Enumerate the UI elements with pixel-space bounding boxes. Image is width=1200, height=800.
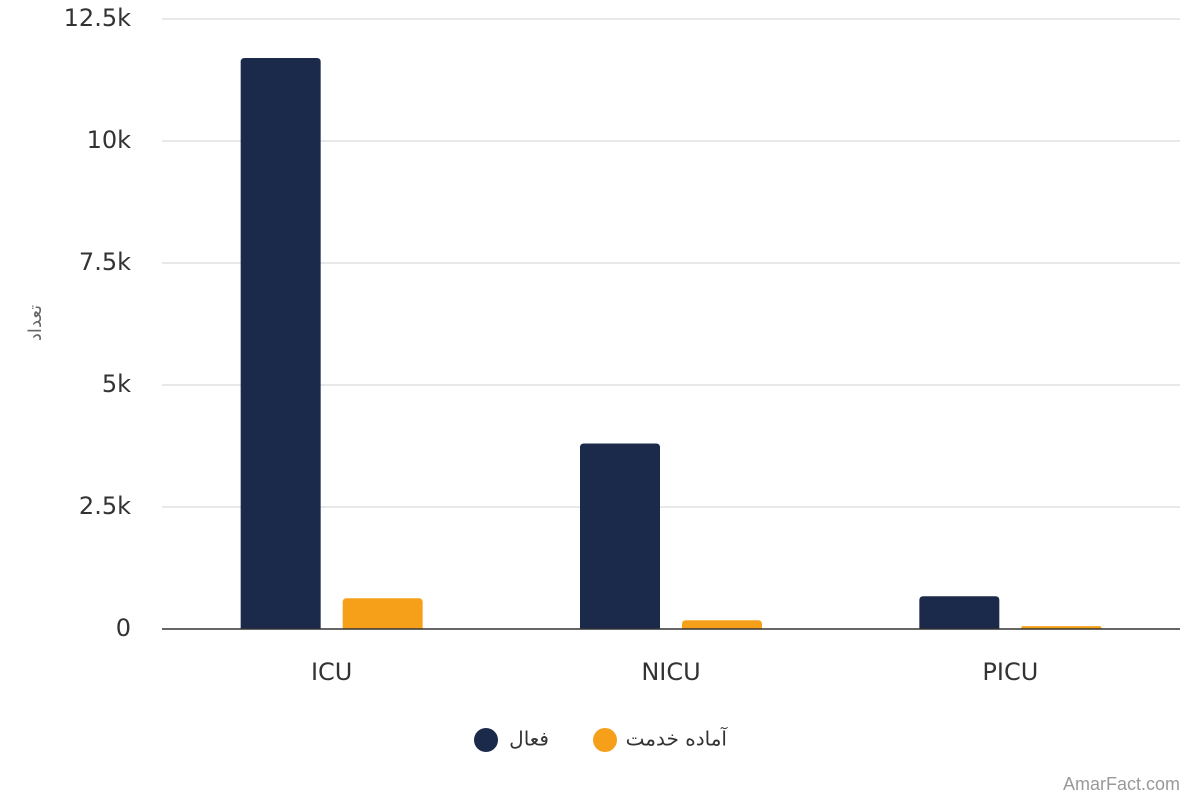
bar-icu-series-1[interactable] bbox=[240, 58, 321, 630]
x-tick-label: NICU bbox=[641, 658, 700, 686]
legend-label: آماده خدمت bbox=[626, 726, 729, 751]
y-tick-label: 5k bbox=[102, 370, 131, 398]
y-tick-label: 12.5k bbox=[64, 4, 131, 32]
y-tick-label: 0 bbox=[116, 614, 131, 642]
legend-marker bbox=[474, 728, 498, 752]
bar-icu-series-2[interactable] bbox=[342, 598, 423, 629]
x-axis-ticks: ICU NICU PICU bbox=[311, 658, 1038, 686]
bar-picu-series-1[interactable] bbox=[919, 596, 1000, 629]
bar-nicu-series-1[interactable] bbox=[580, 443, 660, 629]
bars bbox=[240, 58, 1102, 630]
y-axis-label: تعداد bbox=[25, 305, 46, 341]
legend-item-series-2[interactable]: آماده خدمت bbox=[593, 726, 728, 753]
y-axis-ticks: 0 2.5k 5k 7.5k 10k 12.5k bbox=[64, 4, 131, 642]
x-tick-label: ICU bbox=[311, 658, 352, 686]
bar-nicu-series-2[interactable] bbox=[682, 620, 762, 629]
y-tick-label: 10k bbox=[87, 126, 132, 154]
y-tick-label: 7.5k bbox=[79, 248, 131, 276]
legend-label: فعال bbox=[509, 727, 549, 751]
y-tick-label: 2.5k bbox=[79, 492, 131, 520]
legend-item-series-1[interactable]: فعال bbox=[474, 727, 549, 753]
legend: فعال آماده خدمت bbox=[474, 726, 728, 753]
legend-marker bbox=[593, 728, 617, 752]
credit-text[interactable]: AmarFact.com bbox=[1063, 774, 1180, 794]
x-tick-label: PICU bbox=[982, 658, 1038, 686]
grid-lines bbox=[162, 18, 1180, 508]
